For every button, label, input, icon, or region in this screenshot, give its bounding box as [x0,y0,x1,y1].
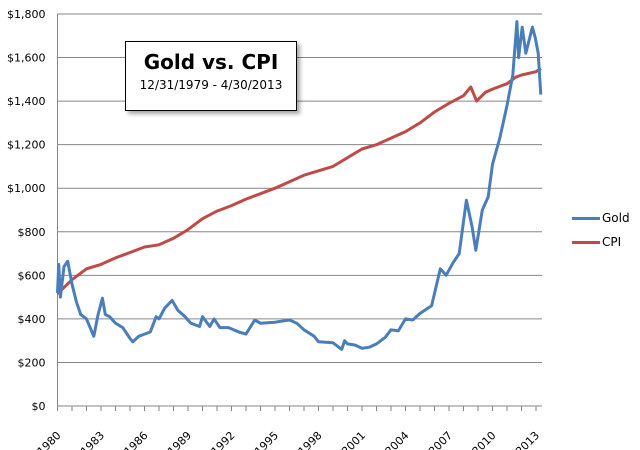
x-tick-label: 2004 [383,429,412,450]
series-line-cpi [56,67,542,295]
legend-swatch-gold [572,216,600,220]
y-tick-label: $600 [18,269,46,282]
x-tick-label: 1995 [252,429,281,450]
y-tick-label: $1,200 [7,139,46,152]
legend-item-gold: Gold [572,206,630,230]
chart-subtitle: 12/31/1979 - 4/30/2013 [139,78,283,92]
y-tick-label: $1,400 [7,95,46,108]
y-tick-label: $1,600 [7,52,46,65]
x-tick-label: 1980 [35,429,64,450]
x-tick-label: 1998 [296,429,325,450]
y-tick-label: $1,800 [7,8,46,21]
series-line-gold [56,20,543,351]
x-tick-label: 2001 [339,429,368,450]
legend-label-gold: Gold [602,211,630,225]
x-tick-label: 1989 [165,429,194,450]
chart-title-box: Gold vs. CPI 12/31/1979 - 4/30/2013 [125,41,297,111]
y-tick-label: $1,000 [7,182,46,195]
x-tick-label: 1983 [78,429,107,450]
y-tick-label: $400 [18,313,46,326]
legend-label-cpi: CPI [602,235,622,249]
x-tick-label: 1986 [122,429,151,450]
x-tick-label: 2007 [426,429,455,450]
x-tick-label: 2010 [470,429,499,450]
legend-item-cpi: CPI [572,230,630,254]
legend: Gold CPI [572,206,630,254]
x-tick-label: 2013 [513,429,542,450]
y-tick-label: $200 [18,356,46,369]
legend-swatch-cpi [572,240,600,244]
chart-title: Gold vs. CPI [143,50,279,74]
y-tick-label: $800 [18,226,46,239]
x-tick-label: 1992 [209,429,238,450]
y-tick-label: $0 [32,400,46,413]
